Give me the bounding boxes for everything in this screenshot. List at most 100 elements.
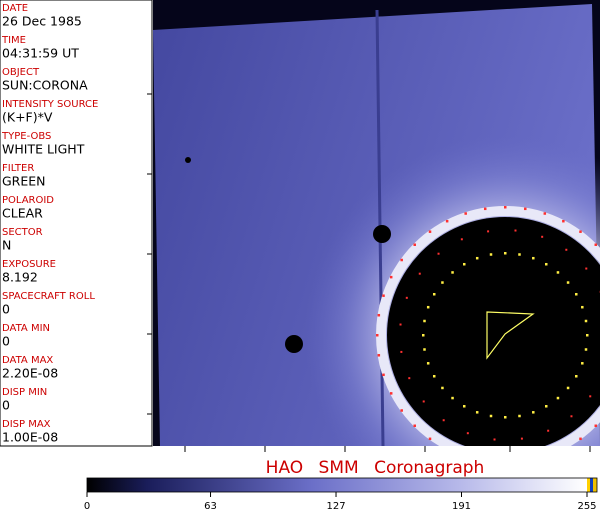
overlay-dot xyxy=(422,334,425,337)
overlay-dot xyxy=(441,386,444,390)
overlay-dot xyxy=(426,305,430,309)
overlay-dot xyxy=(589,395,592,398)
overlay-dot xyxy=(584,348,588,351)
overlay-dot xyxy=(382,373,385,377)
overlay-dot xyxy=(586,334,589,337)
overlay-dot xyxy=(570,415,573,418)
overlay-dot xyxy=(437,252,440,255)
field-value: (K+F)*V xyxy=(2,110,53,125)
overlay-dot xyxy=(579,437,582,441)
overlay-dot xyxy=(445,219,449,223)
overlay-dot xyxy=(382,294,385,297)
overlay-dot xyxy=(545,405,548,408)
overlay-dot xyxy=(520,437,523,440)
overlay-dot xyxy=(408,377,411,380)
field-label: DISP MAX xyxy=(2,419,51,430)
overlay-dot xyxy=(562,219,565,223)
overlay-dot xyxy=(413,424,416,428)
overlay-dot xyxy=(428,230,432,233)
field-value: 0 xyxy=(2,302,10,317)
overlay-dot xyxy=(400,258,403,262)
field-value: 04:31:59 UT xyxy=(2,46,79,61)
overlay-dot xyxy=(524,207,527,211)
overlay-dot xyxy=(483,207,487,211)
overlay-dot xyxy=(514,229,517,232)
field-label: TIME xyxy=(1,35,26,46)
overlay-dot xyxy=(389,275,393,279)
field-value: 0 xyxy=(2,398,10,413)
overlay-dot xyxy=(543,212,547,215)
overlay-dot xyxy=(547,429,550,432)
overlay-dot xyxy=(504,252,507,255)
image-title: HAO SMM Coronagraph xyxy=(266,458,485,478)
colorbar xyxy=(87,478,587,492)
overlay-dot xyxy=(441,281,444,284)
overlay-dot xyxy=(418,272,421,275)
overlay-dot xyxy=(487,230,490,233)
overlay-dot xyxy=(432,293,436,296)
field-label: POLAROID xyxy=(2,195,54,206)
colorbar-tick-label: 255 xyxy=(577,501,596,512)
field-value: 8.192 xyxy=(2,270,38,285)
overlay-dot xyxy=(413,243,416,246)
overlay-dot xyxy=(464,212,467,215)
overlay-dot xyxy=(377,313,381,317)
field-label: TYPE-OBS xyxy=(1,131,51,142)
field-value: N xyxy=(2,238,11,253)
colorbar-tick-label: 63 xyxy=(204,501,217,512)
overlay-dot xyxy=(466,432,469,435)
info-panel xyxy=(0,0,153,447)
overlay-dot xyxy=(504,416,507,419)
field-value: 0 xyxy=(2,334,10,349)
overlay-dot xyxy=(541,235,544,238)
overlay-dot xyxy=(524,460,527,463)
field-label: DATE xyxy=(2,3,28,14)
overlay-dot xyxy=(442,419,445,422)
overlay-dot xyxy=(532,256,535,260)
overlay-dot xyxy=(594,243,598,246)
field-value: 26 Dec 1985 xyxy=(2,14,82,29)
field-value: GREEN xyxy=(2,174,46,189)
overlay-dot xyxy=(581,362,584,365)
overlay-dot xyxy=(579,230,582,233)
overlay-dot xyxy=(389,392,393,395)
overlay-dot xyxy=(451,396,454,400)
overlay-dot xyxy=(475,411,479,414)
overlay-dot xyxy=(556,396,560,400)
field-value: CLEAR xyxy=(2,206,43,221)
field-value: 1.00E-08 xyxy=(2,430,58,445)
overlay-dot xyxy=(504,206,507,209)
overlay-dot xyxy=(423,319,426,323)
overlay-dot xyxy=(493,438,496,441)
field-label: OBJECT xyxy=(2,67,40,78)
field-label: SPACECRAFT ROLL xyxy=(2,291,95,302)
overlay-dot xyxy=(581,305,584,309)
overlay-dot xyxy=(400,350,403,353)
overlay-dot xyxy=(422,400,425,403)
overlay-dot xyxy=(463,405,466,408)
overlay-dot xyxy=(575,293,578,296)
overlay-dot xyxy=(565,248,568,251)
overlay-dot xyxy=(518,414,521,418)
field-label: DATA MAX xyxy=(2,355,53,366)
overlay-dot xyxy=(556,271,560,274)
overlay-dot xyxy=(446,448,449,451)
overlay-dot xyxy=(451,271,454,274)
overlay-dot xyxy=(594,424,598,428)
overlay-dot xyxy=(489,253,493,256)
field-label: INTENSITY SOURCE xyxy=(2,99,98,110)
field-label: SECTOR xyxy=(2,227,43,238)
overlay-dot xyxy=(426,362,430,365)
colorbar-tick-label: 191 xyxy=(452,501,471,512)
overlay-dot xyxy=(475,256,479,260)
colorbar-tick-label: 127 xyxy=(326,501,345,512)
overlay-dot xyxy=(532,411,535,414)
overlay-dot xyxy=(585,267,588,270)
field-label: FILTER xyxy=(2,163,34,174)
coronagraph-image xyxy=(153,0,600,463)
overlay-dot xyxy=(518,253,521,256)
overlay-dot xyxy=(399,323,402,326)
overlay-dot xyxy=(566,281,570,284)
